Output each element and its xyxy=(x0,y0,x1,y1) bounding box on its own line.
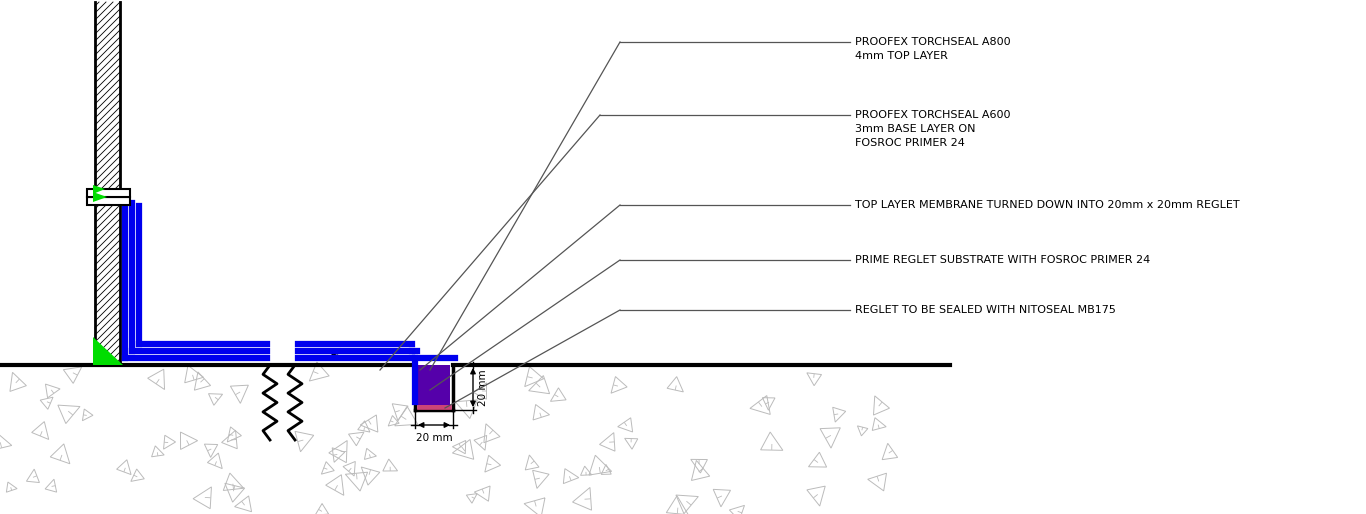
Text: 20 mm: 20 mm xyxy=(415,433,452,443)
Polygon shape xyxy=(418,365,449,405)
Polygon shape xyxy=(93,185,105,194)
Text: PROOFEX TORCHSEAL A600: PROOFEX TORCHSEAL A600 xyxy=(855,110,1011,120)
Text: REGLET TO BE SEALED WITH NITOSEAL MB175: REGLET TO BE SEALED WITH NITOSEAL MB175 xyxy=(855,305,1116,315)
Bar xyxy=(417,404,451,409)
Text: 3mm BASE LAYER ON: 3mm BASE LAYER ON xyxy=(855,124,975,134)
Text: PROOFEX TORCHSEAL A800: PROOFEX TORCHSEAL A800 xyxy=(855,37,1011,47)
Text: PRIME REGLET SUBSTRATE WITH FOSROC PRIMER 24: PRIME REGLET SUBSTRATE WITH FOSROC PRIME… xyxy=(855,255,1150,265)
Text: FOSROC PRIMER 24: FOSROC PRIMER 24 xyxy=(855,138,964,148)
Polygon shape xyxy=(93,337,123,365)
Bar xyxy=(96,2,120,365)
Text: 4mm TOP LAYER: 4mm TOP LAYER xyxy=(855,51,948,61)
Bar xyxy=(87,189,130,197)
Polygon shape xyxy=(93,192,107,202)
Bar xyxy=(87,197,130,205)
Text: TOP LAYER MEMBRANE TURNED DOWN INTO 20mm x 20mm REGLET: TOP LAYER MEMBRANE TURNED DOWN INTO 20mm… xyxy=(855,200,1239,210)
Text: 20 mm: 20 mm xyxy=(478,369,488,406)
